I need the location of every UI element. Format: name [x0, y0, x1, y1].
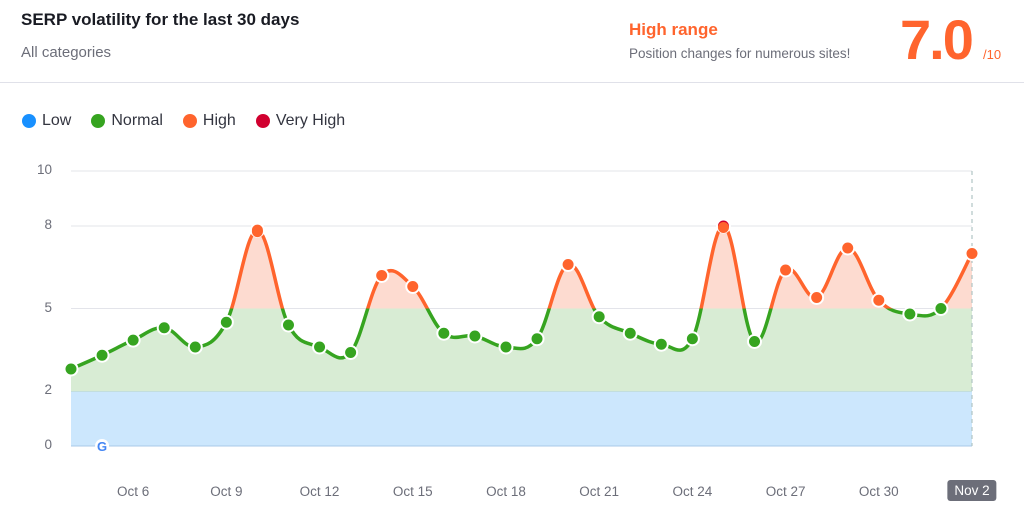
x-tick-label: Oct 18	[486, 484, 526, 499]
data-point[interactable]	[684, 331, 700, 347]
x-tick-label: Oct 24	[672, 484, 713, 499]
legend-label: Normal	[111, 112, 163, 129]
data-point[interactable]	[125, 332, 141, 348]
x-tick-selected[interactable]: Nov 2	[947, 480, 997, 501]
page-title: SERP volatility for the last 30 days	[21, 10, 300, 29]
y-tick-label: 10	[36, 162, 52, 177]
data-point[interactable]	[436, 325, 452, 341]
range-status-title: High range	[629, 20, 718, 39]
x-tick-label: Oct 12	[299, 484, 340, 499]
data-point[interactable]	[840, 240, 856, 256]
data-point[interactable]	[187, 339, 203, 355]
legend-item-very-high[interactable]: Very High	[255, 112, 346, 130]
data-point[interactable]	[529, 331, 545, 347]
x-tick-label: Oct 21	[579, 484, 620, 499]
data-point[interactable]	[467, 328, 483, 344]
data-point[interactable]	[591, 309, 607, 325]
google-update-icon[interactable]: G	[97, 439, 107, 454]
chart-legend: Low Normal High Very High	[22, 112, 365, 130]
data-point[interactable]	[312, 339, 328, 355]
legend-dot-icon	[255, 114, 270, 128]
y-tick-label: 8	[44, 217, 52, 232]
x-tick-label: Oct 30	[858, 484, 899, 499]
legend-dot-icon	[22, 114, 36, 128]
data-point[interactable]	[405, 279, 421, 294]
legend-dot-icon	[91, 114, 106, 128]
data-point[interactable]	[560, 257, 576, 272]
legend-item-normal[interactable]: Normal	[91, 112, 163, 130]
range-status-description: Position changes for numerous sites!	[629, 46, 851, 61]
y-tick-label: 0	[44, 437, 52, 452]
data-point[interactable]	[902, 306, 918, 322]
data-point[interactable]	[964, 246, 980, 261]
legend-item-high[interactable]: High	[182, 112, 236, 130]
data-point[interactable]	[778, 262, 794, 278]
x-tick-label: Oct 15	[392, 484, 433, 499]
data-point[interactable]	[871, 292, 887, 308]
data-point[interactable]	[498, 339, 514, 355]
legend-label: Very High	[275, 112, 346, 129]
legend-label: High	[202, 112, 236, 129]
legend-label: Low	[42, 112, 72, 129]
x-tick-label: Oct 27	[765, 484, 806, 499]
data-point[interactable]	[653, 336, 669, 352]
data-point[interactable]	[63, 361, 79, 377]
category-subtitle: All categories	[21, 44, 112, 61]
y-tick-label: 2	[44, 382, 52, 397]
data-point[interactable]	[747, 334, 763, 349]
data-point[interactable]	[343, 345, 359, 360]
volatility-score-max: /10	[983, 47, 1002, 62]
data-point[interactable]	[374, 268, 390, 283]
volatility-score: 7.0	[900, 8, 974, 71]
y-tick-label: 5	[44, 299, 52, 315]
data-point[interactable]	[218, 314, 234, 330]
legend-item-low[interactable]: Low	[22, 112, 71, 130]
x-tick-label: Oct 9	[210, 484, 243, 499]
x-tick-label: Oct 6	[116, 484, 150, 499]
data-point[interactable]	[622, 325, 638, 341]
data-point[interactable]	[933, 301, 949, 316]
data-point[interactable]	[94, 347, 110, 363]
data-point[interactable]	[156, 320, 172, 336]
header-divider	[0, 82, 1024, 83]
data-point[interactable]	[809, 290, 825, 305]
data-point[interactable]	[280, 317, 296, 333]
legend-dot-icon	[182, 114, 197, 128]
